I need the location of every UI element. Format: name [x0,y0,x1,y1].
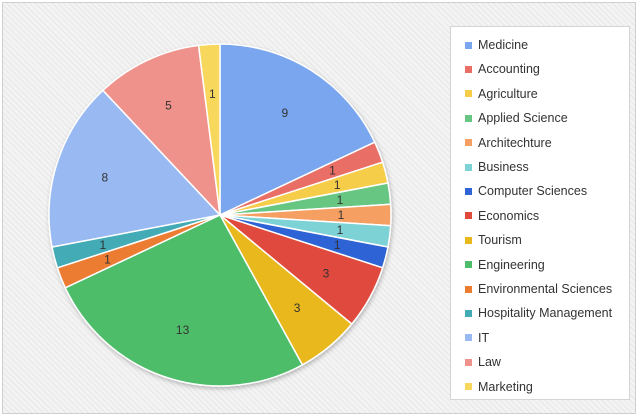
legend-item-medicine: Medicine [465,37,528,53]
legend-item-it: IT [465,330,489,346]
data-label-agriculture: 1 [334,178,341,192]
legend-swatch [465,285,472,293]
legend-label: Marketing [478,379,533,394]
pie-slice-it [48,89,222,248]
legend: Medicine Accounting Agriculture Applied Sci… [450,26,630,400]
data-label-engineering: 13 [176,323,190,337]
data-label-architechture: 1 [338,208,345,222]
legend-swatch [465,358,472,366]
data-label-environmental-sciences: 1 [104,253,111,267]
pie-slice-medicine [219,43,376,217]
legend-item-law: Law [465,354,501,370]
legend-swatch [465,261,472,269]
data-label-law: 5 [165,99,172,113]
legend-swatch [465,236,472,244]
legend-label: Hospitality Management [478,306,613,321]
legend-label: Business [478,160,529,174]
legend-swatch [465,139,472,147]
legend-item-applied-science: Applied Science [465,110,568,126]
legend-label: Computer Sciences [478,184,588,199]
legend-swatch [465,334,472,342]
legend-item-environmental-sciences: Environmental Sciences [465,281,612,297]
data-label-business: 1 [337,223,344,237]
pie-slice-engineering [64,214,304,387]
legend-item-tourism: Tourism [465,232,522,248]
legend-label: Architechture [478,135,552,150]
legend-label: Law [478,355,501,370]
data-label-hospitality-management: 1 [99,238,106,252]
legend-swatch [465,65,472,73]
legend-item-agriculture: Agriculture [465,86,538,102]
pie-slice-law [101,44,222,218]
legend-swatch [465,309,472,317]
data-label-it: 8 [102,171,109,185]
legend-label: Accounting [478,62,540,77]
data-label-economics: 3 [323,266,330,280]
legend-label: IT [478,330,490,345]
legend-item-computer-sciences: Computer Sciences [465,183,587,199]
legend-item-hospitality-management: Hospitality Management [465,305,612,321]
legend-swatch [465,163,472,171]
legend-swatch [465,187,472,195]
legend-swatch [465,212,472,220]
data-label-accounting: 1 [329,164,336,178]
legend-label: Medicine [478,38,529,52]
data-label-tourism: 3 [294,301,301,315]
legend-item-engineering: Engineering [465,257,545,273]
legend-label: Agriculture [478,86,538,101]
legend-item-business: Business [465,159,529,175]
legend-label: Environmental Sciences [478,282,613,296]
legend-item-architechture: Architechture [465,135,552,151]
legend-item-marketing: Marketing [465,379,533,395]
legend-swatch [465,114,472,122]
legend-item-accounting: Accounting [465,61,540,77]
data-label-medicine: 9 [281,106,288,120]
data-label-marketing: 1 [209,87,216,101]
data-label-computer-sciences: 1 [334,238,341,252]
legend-label: Economics [478,208,540,223]
legend-swatch [465,41,472,49]
legend-label: Applied Science [478,111,568,126]
pie-slice-marketing [197,43,221,216]
legend-label: Tourism [478,233,522,248]
legend-swatch [465,383,472,391]
legend-item-economics: Economics [465,208,539,224]
legend-label: Engineering [478,257,545,272]
legend-swatch [465,90,472,98]
data-label-applied-science: 1 [337,193,344,207]
